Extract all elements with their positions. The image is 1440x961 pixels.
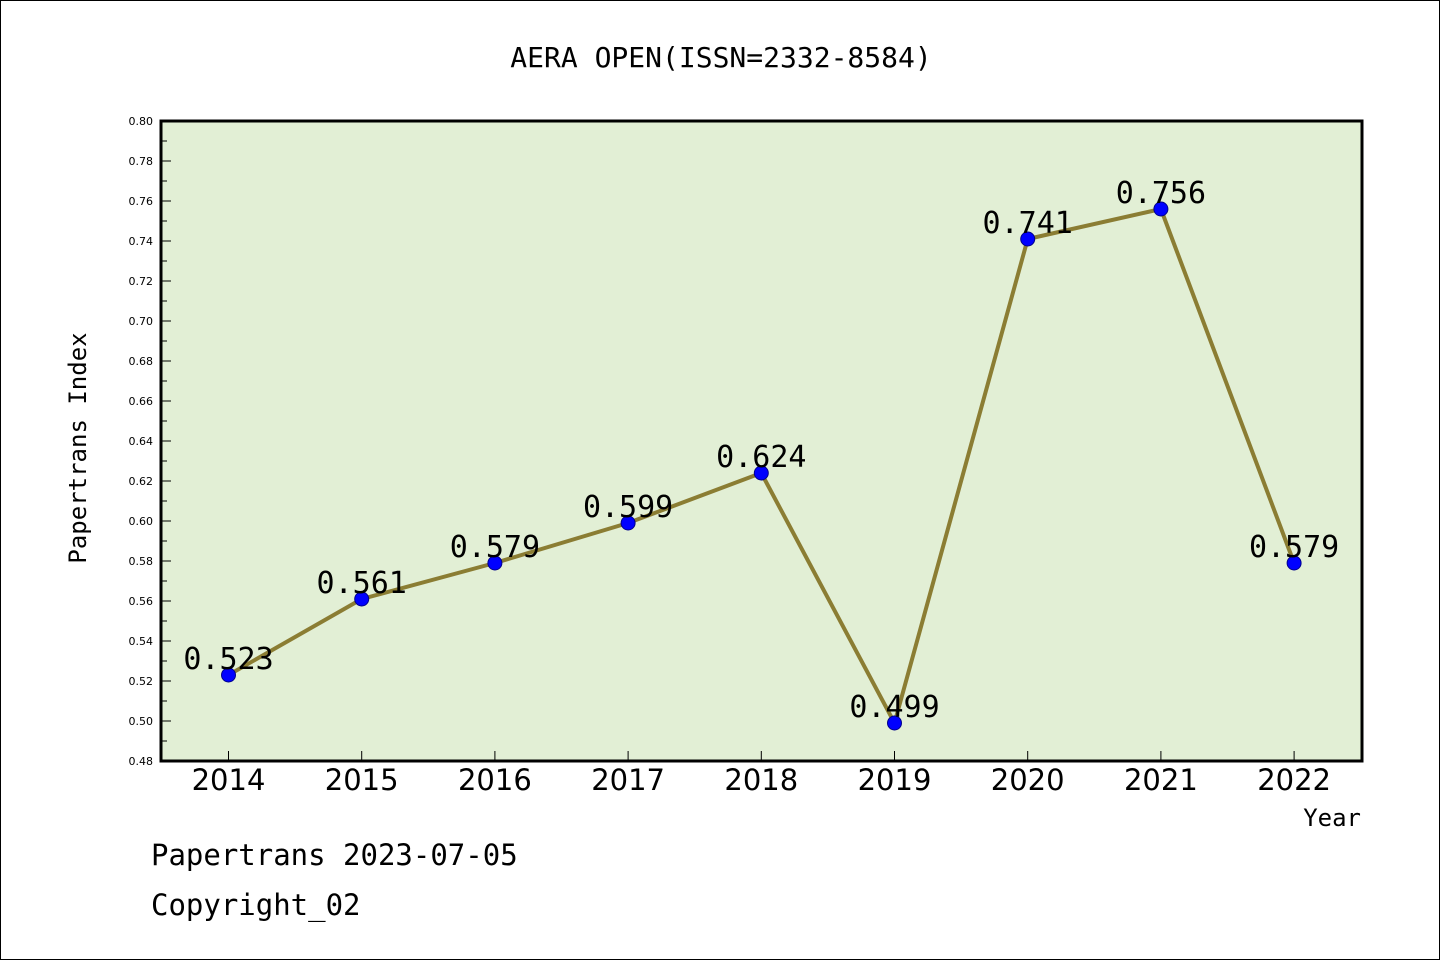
- footer-date: Papertrans 2023-07-05: [151, 838, 518, 872]
- data-label: 0.579: [450, 530, 540, 565]
- x-tick-label: 2016: [458, 763, 532, 797]
- x-axis-ticks: 2014 2015 2016 2017 2018 2019 2020 2021 2022: [192, 751, 1331, 797]
- x-tick-label: 2019: [858, 763, 932, 797]
- y-tick-label: 0.62: [129, 475, 154, 488]
- chart-title: AERA OPEN(ISSN=2332-8584): [510, 41, 931, 74]
- y-tick-label: 0.48: [129, 755, 154, 768]
- y-tick-label: 0.60: [129, 515, 154, 528]
- data-labels: 0.523 0.561 0.579 0.599 0.624 0.499 0.741 0.756…: [183, 176, 1339, 725]
- data-point: [354, 591, 370, 607]
- x-tick-label: 2015: [325, 763, 399, 797]
- data-point: [1153, 201, 1169, 217]
- y-tick-label: 0.72: [129, 275, 154, 288]
- y-tick-label: 0.58: [129, 555, 154, 568]
- y-axis-ticks: 0.48 0.50 0.52 0.54 0.56 0.58 0.60 0.62 0.64 0.66…: [129, 115, 171, 768]
- data-point: [1020, 231, 1036, 247]
- y-tick-label: 0.74: [129, 235, 154, 248]
- x-tick-label: 2014: [192, 763, 266, 797]
- y-tick-label: 0.54: [129, 635, 154, 648]
- plot-area: [161, 121, 1362, 761]
- y-tick-label: 0.68: [129, 355, 154, 368]
- y-tick-label: 0.66: [129, 395, 154, 408]
- data-label: 0.579: [1249, 530, 1339, 565]
- data-label: 0.561: [317, 566, 407, 601]
- x-tick-label: 2017: [591, 763, 665, 797]
- data-point: [887, 715, 902, 731]
- data-label: 0.624: [716, 440, 806, 475]
- y-tick-label: 0.56: [129, 595, 154, 608]
- y-tick-label: 0.50: [129, 715, 154, 728]
- data-points: [221, 201, 1302, 731]
- y-tick-label: 0.78: [129, 155, 154, 168]
- y-tick-label: 0.70: [129, 315, 154, 328]
- plot-frame: [159, 119, 1364, 763]
- x-tick-label: 2022: [1257, 763, 1331, 797]
- y-tick-label: 0.76: [129, 195, 154, 208]
- x-tick-label: 2021: [1124, 763, 1198, 797]
- x-tick-label: 2018: [724, 763, 798, 797]
- y-tick-label: 0.52: [129, 675, 154, 688]
- y-tick-label: 0.64: [129, 435, 154, 448]
- data-point: [487, 555, 503, 571]
- x-tick-label: 2020: [991, 763, 1065, 797]
- data-point: [1286, 555, 1302, 571]
- data-label: 0.599: [583, 490, 673, 525]
- data-point: [221, 667, 236, 683]
- data-label: 0.523: [183, 642, 273, 677]
- x-axis-label: Year: [1303, 804, 1361, 832]
- data-point: [620, 515, 636, 531]
- data-label: 0.499: [849, 690, 939, 725]
- data-label: 0.741: [983, 206, 1073, 241]
- data-label: 0.756: [1116, 176, 1206, 211]
- y-tick-label: 0.80: [129, 115, 154, 128]
- footer-copyright: Copyright_02: [151, 888, 361, 923]
- data-point: [753, 465, 769, 481]
- y-axis-label: Papertrans Index: [64, 332, 92, 563]
